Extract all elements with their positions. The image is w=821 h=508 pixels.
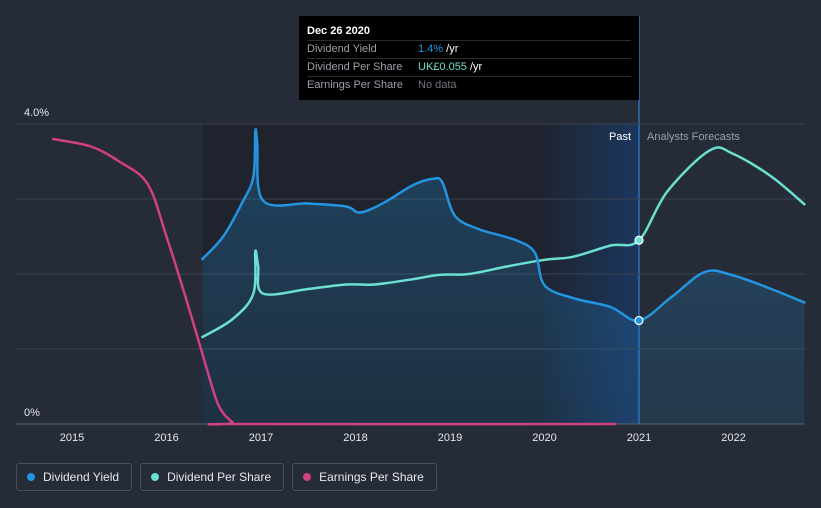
dividend-yield-area	[202, 129, 805, 424]
tooltip-value: 1.4%	[418, 43, 444, 55]
legend-label: Earnings Per Share	[319, 470, 424, 484]
x-tick-label: 2021	[627, 432, 651, 444]
tooltip-row-earnings-per-share: Earnings Per Share No data	[307, 76, 631, 94]
x-tick-label: 2018	[343, 432, 367, 444]
legend-item-dividend-yield[interactable]: Dividend Yield	[16, 463, 133, 491]
dividend-per-share-marker	[634, 235, 644, 245]
legend-label: Dividend Per Share	[167, 470, 272, 484]
y-tick-label: 0%	[24, 407, 40, 419]
dividend-yield-marker	[634, 315, 644, 326]
tooltip-value: UK£0.055	[418, 61, 467, 73]
x-tick-label: 2015	[60, 432, 84, 444]
tooltip-date: Dec 26 2020	[307, 25, 370, 37]
x-tick-label: 2016	[154, 432, 178, 444]
legend: Dividend Yield Dividend Per Share Earnin…	[16, 463, 437, 491]
series-line-dividend-per-share	[201, 146, 806, 339]
tooltip-label: Dividend Per Share	[307, 61, 403, 73]
tooltip-value: No data	[418, 79, 457, 91]
tooltip-label: Dividend Yield	[307, 43, 377, 55]
legend-item-dividend-per-share[interactable]: Dividend Per Share	[140, 463, 285, 491]
tooltip-row-dividend-yield: Dividend Yield 1.4% /yr	[307, 40, 631, 58]
chart-canvas: 4.0% 0% 2015 2016 2017 2018 2019 2020 2021 2022 Pa…	[16, 16, 806, 444]
tooltip: Dec 26 2020 Dividend Yield 1.4% /yr Divi…	[299, 16, 639, 100]
tooltip-label: Earnings Per Share	[307, 79, 403, 91]
legend-dot-icon	[27, 473, 35, 481]
tooltip-suffix: /yr	[466, 61, 483, 73]
series-line-dividend-yield	[201, 128, 806, 322]
tooltip-row-dividend-per-share: Dividend Per Share UK£0.055 /yr	[307, 58, 631, 76]
x-tick-label: 2017	[249, 432, 273, 444]
legend-item-earnings-per-share[interactable]: Earnings Per Share	[292, 463, 437, 491]
legend-dot-icon	[151, 473, 160, 481]
past-label: Past	[609, 131, 631, 143]
series-line-earnings-per-share	[51, 137, 617, 426]
x-tick-label: 2022	[721, 432, 745, 444]
forecast-label: Analysts Forecasts	[647, 131, 740, 143]
y-tick-label: 4.0%	[24, 107, 49, 119]
legend-label: Dividend Yield	[43, 470, 120, 484]
legend-dot-icon	[303, 473, 312, 481]
x-tick-label: 2019	[438, 432, 462, 444]
tooltip-suffix: /yr	[443, 43, 459, 55]
x-tick-label: 2020	[532, 432, 556, 444]
